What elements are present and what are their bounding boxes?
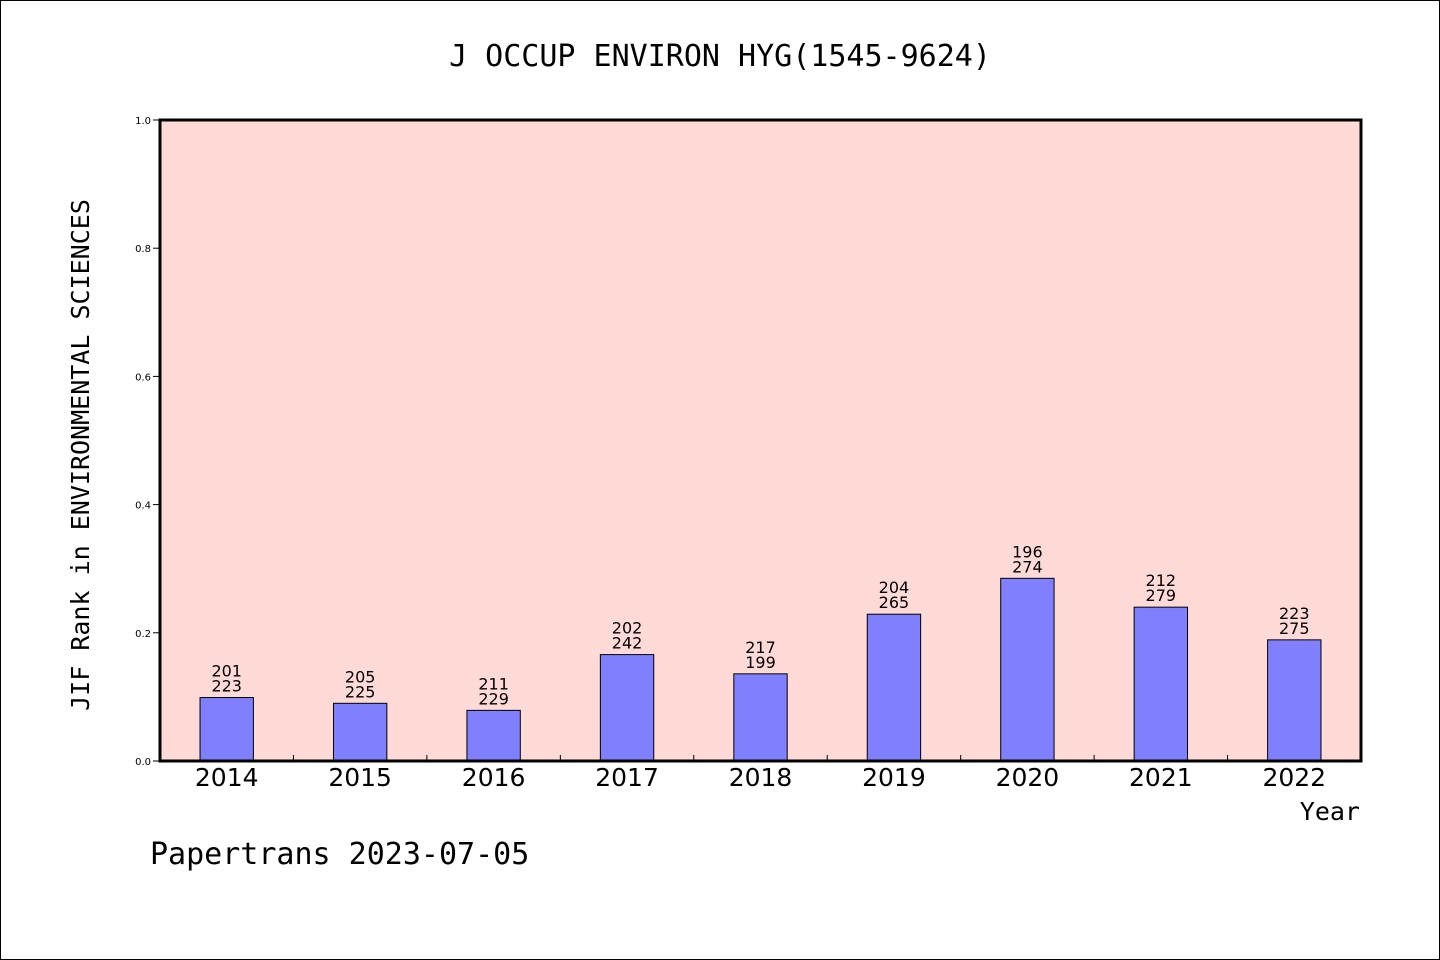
x-tick-label: 2016: [462, 763, 526, 792]
bar-rank-label: 212: [1146, 571, 1177, 590]
bar-total-label: 225: [345, 682, 376, 701]
x-tick-label: 2020: [996, 763, 1060, 792]
bar-2022: [1267, 639, 1322, 762]
bar-2021: [1133, 606, 1189, 762]
bar-total-label: 275: [1279, 619, 1310, 638]
y-axis-label: JIF Rank in ENVIRONMENTAL SCIENCES: [66, 199, 95, 711]
bar-2018: [733, 673, 788, 762]
bar-total-label: 242: [612, 634, 643, 653]
bar-total-label: 265: [879, 593, 910, 612]
bar-rank-label: 223: [1279, 604, 1310, 623]
bar-rank-label: 202: [612, 619, 643, 638]
x-tick-label: 2022: [1262, 763, 1326, 792]
x-tick-label: 2021: [1129, 763, 1193, 792]
y-tick-label: 0.6: [135, 372, 151, 383]
bar-rank-label: 217: [745, 638, 776, 657]
bar-2014: [199, 697, 254, 762]
x-axis: 2014 2015 2016 2017 2018 2019 2020 2021 2022: [195, 755, 1326, 792]
x-tick-label: 2019: [862, 763, 926, 792]
bar-total-label: 223: [211, 677, 242, 696]
x-tick-label: 2017: [595, 763, 659, 792]
bar-rank-label: 205: [345, 667, 376, 686]
bar-rank-label: 196: [1012, 542, 1043, 561]
bar-2016: [466, 709, 521, 762]
bar-2015: [332, 702, 388, 762]
y-tick-label: 0.0: [135, 757, 151, 768]
bar-total-label: 229: [478, 689, 509, 708]
bar-2019: [866, 613, 922, 762]
bar-total-label: 274: [1012, 557, 1043, 576]
bar-2020: [1000, 577, 1055, 762]
y-tick-label: 0.4: [135, 501, 151, 512]
bar-rank-label: 201: [211, 662, 242, 681]
y-tick-label: 0.8: [135, 244, 151, 255]
bar-rank-label: 211: [478, 674, 509, 693]
chart-title: J OCCUP ENVIRON HYG(1545-9624): [449, 39, 991, 74]
bar-2017: [599, 654, 655, 762]
x-tick-label: 2015: [328, 763, 392, 792]
bar-total-label: 279: [1146, 586, 1177, 605]
x-axis-label: Year: [1300, 797, 1360, 826]
footer-note: Papertrans 2023-07-05: [150, 837, 529, 872]
bar-rank-label: 204: [879, 578, 910, 597]
x-tick-label: 2018: [729, 763, 793, 792]
plot-border: [158, 118, 1363, 763]
y-tick-label: 0.2: [135, 629, 151, 640]
bar-total-label: 199: [745, 653, 776, 672]
y-tick-label: 1.0: [135, 116, 151, 127]
y-axis: 0.0 0.2 0.4 0.6 0.8 1.0: [135, 116, 160, 768]
x-tick-label: 2014: [195, 763, 259, 792]
